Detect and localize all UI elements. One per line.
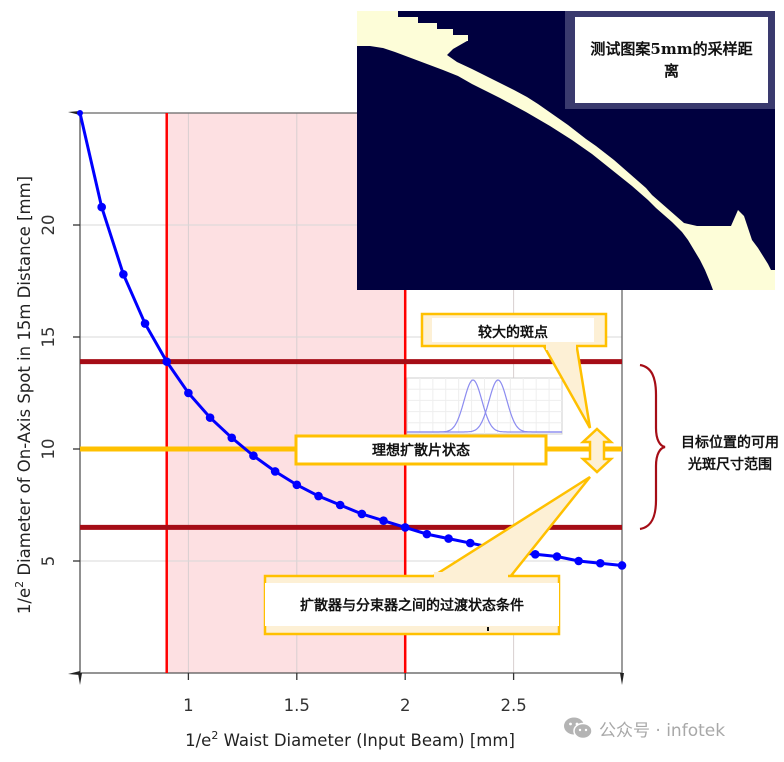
- svg-text:2.5: 2.5: [500, 696, 526, 715]
- x-axis-label: 1/e2 Waist Diameter (Input Beam) [mm]: [185, 729, 515, 750]
- watermark: 公众号 · infotek: [563, 716, 726, 741]
- transition-label: 扩散器与分束器之间的过渡状态条件: [300, 597, 524, 614]
- larger-spot-label: 较大的斑点: [478, 324, 548, 341]
- svg-text:5: 5: [39, 556, 58, 567]
- svg-text:20: 20: [39, 215, 58, 236]
- ideal-diffuser-label: 理想扩散片状态: [372, 442, 470, 459]
- svg-text:1.5: 1.5: [284, 696, 310, 715]
- callout-larger-spot: [420, 312, 608, 429]
- svg-text:2: 2: [400, 696, 411, 715]
- double-arrow-icon: [579, 427, 615, 474]
- axis-ticks: 1 1.5 2 2.5 5 10 15 20: [39, 215, 527, 716]
- inset-caption: 测试图案5mm的采样距离: [575, 17, 768, 103]
- y-axis-label: 1/e2 Diameter of On-Axis Spot in 15m Dis…: [13, 176, 34, 614]
- svg-text:10: 10: [39, 439, 58, 460]
- svg-text:1: 1: [183, 696, 194, 715]
- range-brace-icon: [639, 363, 666, 531]
- sampled-arc-pattern: [357, 11, 775, 290]
- callout-ideal-diffuser: [294, 434, 548, 466]
- svg-text:15: 15: [39, 327, 58, 348]
- watermark-text: 公众号 · infotek: [599, 720, 726, 741]
- wechat-icon: [564, 717, 593, 740]
- callout-transition: [263, 475, 591, 636]
- target-range-label: 目标位置的可用光斑尺寸范围: [681, 435, 779, 473]
- spot-diameter-curve: [77, 110, 627, 570]
- gaussian-profile-inset: [406, 377, 563, 435]
